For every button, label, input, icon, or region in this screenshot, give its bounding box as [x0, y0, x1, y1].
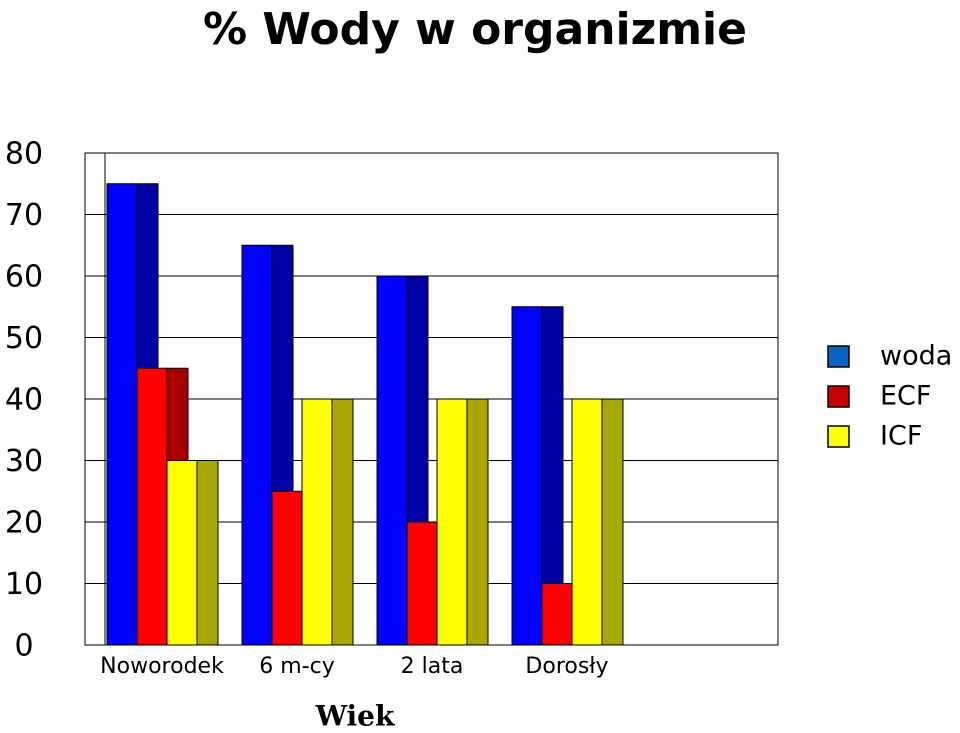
bar: [376, 275, 408, 646]
x-axis-label: Wiek: [315, 700, 395, 733]
bar: [571, 398, 603, 646]
bar: [541, 583, 573, 646]
legend-label: ECF: [880, 381, 931, 412]
bar: [166, 460, 198, 646]
y-tick-label: 70: [5, 198, 43, 233]
legend-label: woda: [880, 341, 952, 372]
bar: [271, 490, 303, 646]
y-tick-label: 50: [5, 321, 43, 356]
y-tick-label: 80: [5, 137, 43, 172]
x-tick-label: 2 lata: [401, 654, 464, 679]
bar: [301, 398, 333, 646]
bar: [136, 367, 168, 646]
x-tick-label: 6 m-cy: [259, 654, 334, 679]
y-tick-label: 10: [5, 567, 43, 602]
bar-side: [466, 398, 489, 646]
bar: [241, 244, 273, 646]
y-tick-label: 40: [5, 383, 43, 418]
legend-label: ICF: [880, 421, 922, 452]
legend-swatch: [827, 385, 850, 408]
chart-title: % Wody w organizmie: [203, 4, 747, 55]
bar-side: [601, 398, 624, 646]
bar: [406, 521, 438, 646]
y-tick-label: 60: [5, 260, 43, 295]
bar: [106, 183, 138, 646]
bar: [436, 398, 468, 646]
y-tick-label: 20: [5, 506, 43, 541]
y-tick-label: 0: [14, 629, 33, 664]
y-tick-label: 30: [5, 444, 43, 479]
x-tick-label: Dorosły: [525, 654, 608, 679]
bar-side: [331, 398, 354, 646]
bar: [511, 306, 543, 646]
legend-swatch: [827, 345, 850, 368]
bar-side: [196, 460, 219, 646]
x-tick-label: Noworodek: [100, 654, 224, 679]
legend-swatch: [827, 425, 850, 448]
